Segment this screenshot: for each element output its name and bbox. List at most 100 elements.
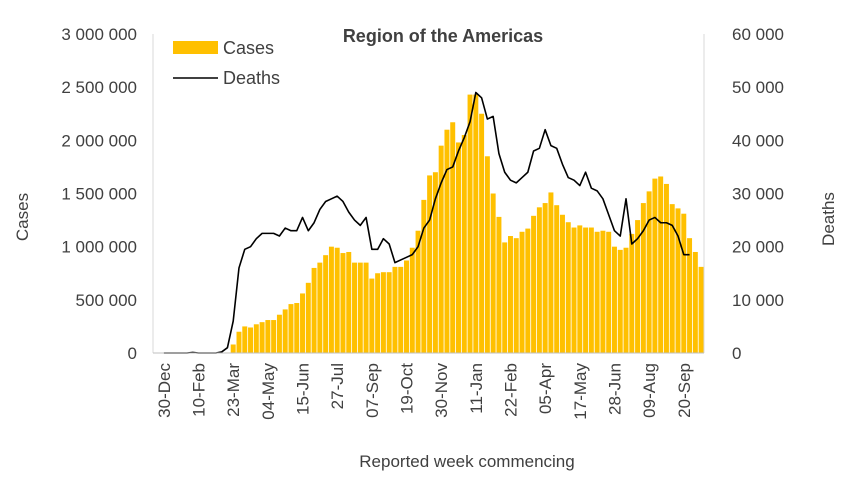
legend-deaths-label: Deaths bbox=[223, 68, 280, 88]
cases-bar bbox=[415, 230, 421, 353]
cases-bar bbox=[323, 255, 329, 353]
cases-bar bbox=[513, 238, 519, 353]
left-y-tick-label: 500 000 bbox=[76, 291, 137, 310]
cases-bar bbox=[409, 247, 415, 353]
cases-bar bbox=[571, 227, 577, 353]
cases-bar bbox=[606, 231, 612, 353]
cases-bar bbox=[652, 178, 658, 353]
cases-bar bbox=[230, 344, 236, 353]
cases-bar bbox=[554, 205, 560, 353]
legend-cases-label: Cases bbox=[223, 38, 274, 58]
cases-bar bbox=[525, 228, 531, 353]
cases-bar bbox=[519, 231, 525, 353]
cases-bar bbox=[508, 236, 513, 353]
cases-bar bbox=[311, 267, 317, 353]
cases-bar bbox=[300, 293, 306, 353]
x-tick-label: 05-Apr bbox=[536, 363, 555, 414]
cases-bar bbox=[369, 278, 375, 353]
x-tick-label: 20-Sep bbox=[675, 363, 694, 418]
x-tick-labels: 30-Dec 10-Feb 23-Mar 04-May 15-Jun 27-Jul 07-S… bbox=[155, 363, 694, 420]
left-y-tick-labels: 0 500 000 1 000 000 1 500 000 2 000 000 2 500… bbox=[61, 25, 137, 363]
cases-bar bbox=[317, 262, 323, 353]
x-tick-label: 04-May bbox=[259, 363, 278, 420]
x-tick-label: 10-Feb bbox=[190, 363, 209, 417]
cases-bar bbox=[253, 324, 259, 353]
cases-bar bbox=[346, 251, 352, 353]
cases-bar bbox=[271, 320, 277, 353]
cases-bar bbox=[357, 262, 363, 353]
cases-bar bbox=[248, 327, 254, 353]
cases-bar bbox=[398, 266, 404, 353]
cases-bar bbox=[536, 207, 542, 353]
cases-bar bbox=[276, 314, 282, 353]
cases-bar bbox=[305, 282, 311, 353]
cases-bar bbox=[282, 309, 288, 353]
left-y-tick-label: 0 bbox=[128, 344, 137, 363]
right-y-tick-label: 20 000 bbox=[732, 238, 784, 257]
left-y-tick-label: 1 500 000 bbox=[61, 185, 137, 204]
right-y-axis-title: Deaths bbox=[819, 192, 838, 246]
x-tick-label: 22-Feb bbox=[501, 363, 520, 417]
cases-bar bbox=[438, 145, 444, 353]
cases-bar bbox=[687, 238, 693, 353]
cases-bar bbox=[432, 172, 438, 353]
cases-bar bbox=[583, 227, 589, 353]
x-tick-label: 28-Jun bbox=[605, 363, 624, 415]
cases-bar bbox=[623, 247, 629, 353]
cases-bar bbox=[681, 213, 687, 353]
cases-bar bbox=[669, 204, 675, 353]
x-axis-title: Reported week commencing bbox=[359, 452, 574, 471]
cases-bar bbox=[496, 216, 502, 353]
cases-bar bbox=[334, 247, 340, 353]
cases-bar bbox=[559, 214, 565, 353]
x-tick-label: 09-Aug bbox=[640, 363, 659, 418]
chart-plot-area bbox=[163, 91, 704, 354]
cases-bar bbox=[386, 272, 392, 353]
deaths-line bbox=[163, 91, 690, 354]
cases-bar bbox=[675, 208, 681, 353]
cases-bar bbox=[635, 220, 641, 353]
cases-bar bbox=[479, 113, 485, 353]
cases-bar bbox=[461, 135, 467, 353]
cases-bar bbox=[427, 175, 433, 353]
cases-bar bbox=[531, 215, 537, 353]
cases-bar bbox=[242, 326, 248, 353]
right-y-tick-label: 10 000 bbox=[732, 291, 784, 310]
cases-bar bbox=[236, 331, 242, 353]
right-y-tick-labels: 0 10 000 20 000 30 000 40 000 50 000 60 000 bbox=[732, 25, 784, 363]
x-tick-label: 17-May bbox=[571, 363, 590, 420]
cases-bar bbox=[375, 273, 381, 353]
cases-bar bbox=[490, 193, 496, 353]
cases-bar bbox=[565, 222, 571, 353]
cases-bar bbox=[421, 199, 427, 353]
cases-bar bbox=[467, 94, 473, 354]
x-tick-label: 07-Sep bbox=[363, 363, 382, 418]
cases-bar bbox=[450, 122, 456, 353]
cases-bar bbox=[456, 142, 461, 353]
right-y-tick-label: 30 000 bbox=[732, 185, 784, 204]
cases-bar bbox=[502, 242, 508, 353]
cases-bar bbox=[473, 94, 479, 354]
cases-bar bbox=[698, 266, 704, 353]
right-y-tick-label: 50 000 bbox=[732, 78, 784, 97]
cases-bar bbox=[340, 253, 346, 353]
cases-bar bbox=[611, 246, 617, 353]
cases-bar bbox=[663, 183, 669, 353]
left-y-tick-label: 2 000 000 bbox=[61, 131, 137, 150]
cases-bar bbox=[588, 227, 594, 353]
cases-bar bbox=[577, 225, 583, 353]
x-tick-label: 15-Jun bbox=[294, 363, 313, 415]
cases-bar bbox=[352, 262, 357, 353]
cases-bar bbox=[548, 192, 554, 353]
cases-bar bbox=[259, 322, 265, 353]
x-tick-label: 23-Mar bbox=[224, 363, 243, 417]
x-tick-label: 11-Jan bbox=[467, 363, 486, 414]
cases-bar bbox=[692, 251, 698, 353]
cases-bar bbox=[328, 246, 334, 353]
x-tick-label: 19-Oct bbox=[398, 363, 417, 414]
left-y-axis-title: Cases bbox=[13, 193, 32, 241]
x-tick-label: 30-Dec bbox=[155, 363, 174, 418]
x-tick-label: 30-Nov bbox=[432, 363, 451, 418]
cases-bar bbox=[658, 176, 664, 353]
